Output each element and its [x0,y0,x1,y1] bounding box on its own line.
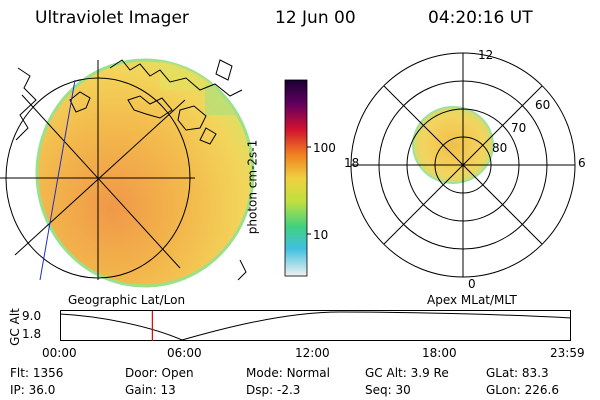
polar-plot [350,52,576,278]
colorbar-tick-10: 10 [313,228,329,242]
altitude-xtick-3: 18:00 [422,346,457,360]
dsp-value: -2.3 [276,383,301,397]
mode-label: Mode: [246,366,283,380]
altitude-xtick-1: 06:00 [167,346,202,360]
gain-label: Gain: [125,383,157,397]
glon-value: 226.6 [524,383,559,397]
altitude-xtick-2: 12:00 [295,346,330,360]
colorbar-unit-label: photon cm-2s-1 [245,139,260,235]
mlat-label-70: 70 [511,121,527,135]
altitude-ylabel: GC Alt [7,308,22,346]
date-label: 12 Jun 00 [275,8,356,28]
door-value: Open [161,366,194,380]
mode-value: Normal [286,366,330,380]
ip-value: 36.0 [28,383,56,397]
altitude-plot [59,310,572,341]
auroral-oval [412,106,494,184]
altitude-xtick-0: 00:00 [42,346,77,360]
ip-label: IP: [10,383,25,397]
altitude-ytick-max: 9.0 [22,309,42,323]
time-label: 04:20:16 UT [428,8,533,28]
altitude-ytick-min: 1.8 [22,327,42,341]
seq-label: Seq: [365,383,392,397]
geographic-image [0,58,255,288]
gc-alt-label: GC Alt: [365,366,407,380]
mlt-label-6: 6 [578,156,586,170]
geo-caption: Geographic Lat/Lon [68,293,186,307]
gc-alt-value: 3.9 Re [410,366,449,380]
polar-caption: Apex MLat/MLT [427,293,517,307]
flt-label: Flt: [10,366,29,380]
mlt-label-18: 18 [344,156,360,170]
gain-value: 13 [160,383,176,397]
instrument-title: Ultraviolet Imager [35,8,189,28]
coastlines [15,59,247,281]
door-label: Door: [125,366,158,380]
flt-value: 1356 [32,366,64,380]
earth-disk [35,58,255,288]
altitude-xtick-4: 23:59 [550,346,585,360]
mlt-label-12: 12 [478,48,494,62]
mlt-label-0: 0 [468,277,476,291]
lat-lon-grid [0,60,195,280]
colorbar-tick-100: 100 [313,141,336,155]
colorbar [284,79,311,277]
mlat-label-60: 60 [535,98,551,112]
glat-value: 83.3 [521,366,549,380]
glon-label: GLon: [486,383,521,397]
glat-label: GLat: [486,366,519,380]
mlat-label-80: 80 [492,141,508,155]
seq-value: 30 [395,383,411,397]
dsp-label: Dsp: [246,383,274,397]
